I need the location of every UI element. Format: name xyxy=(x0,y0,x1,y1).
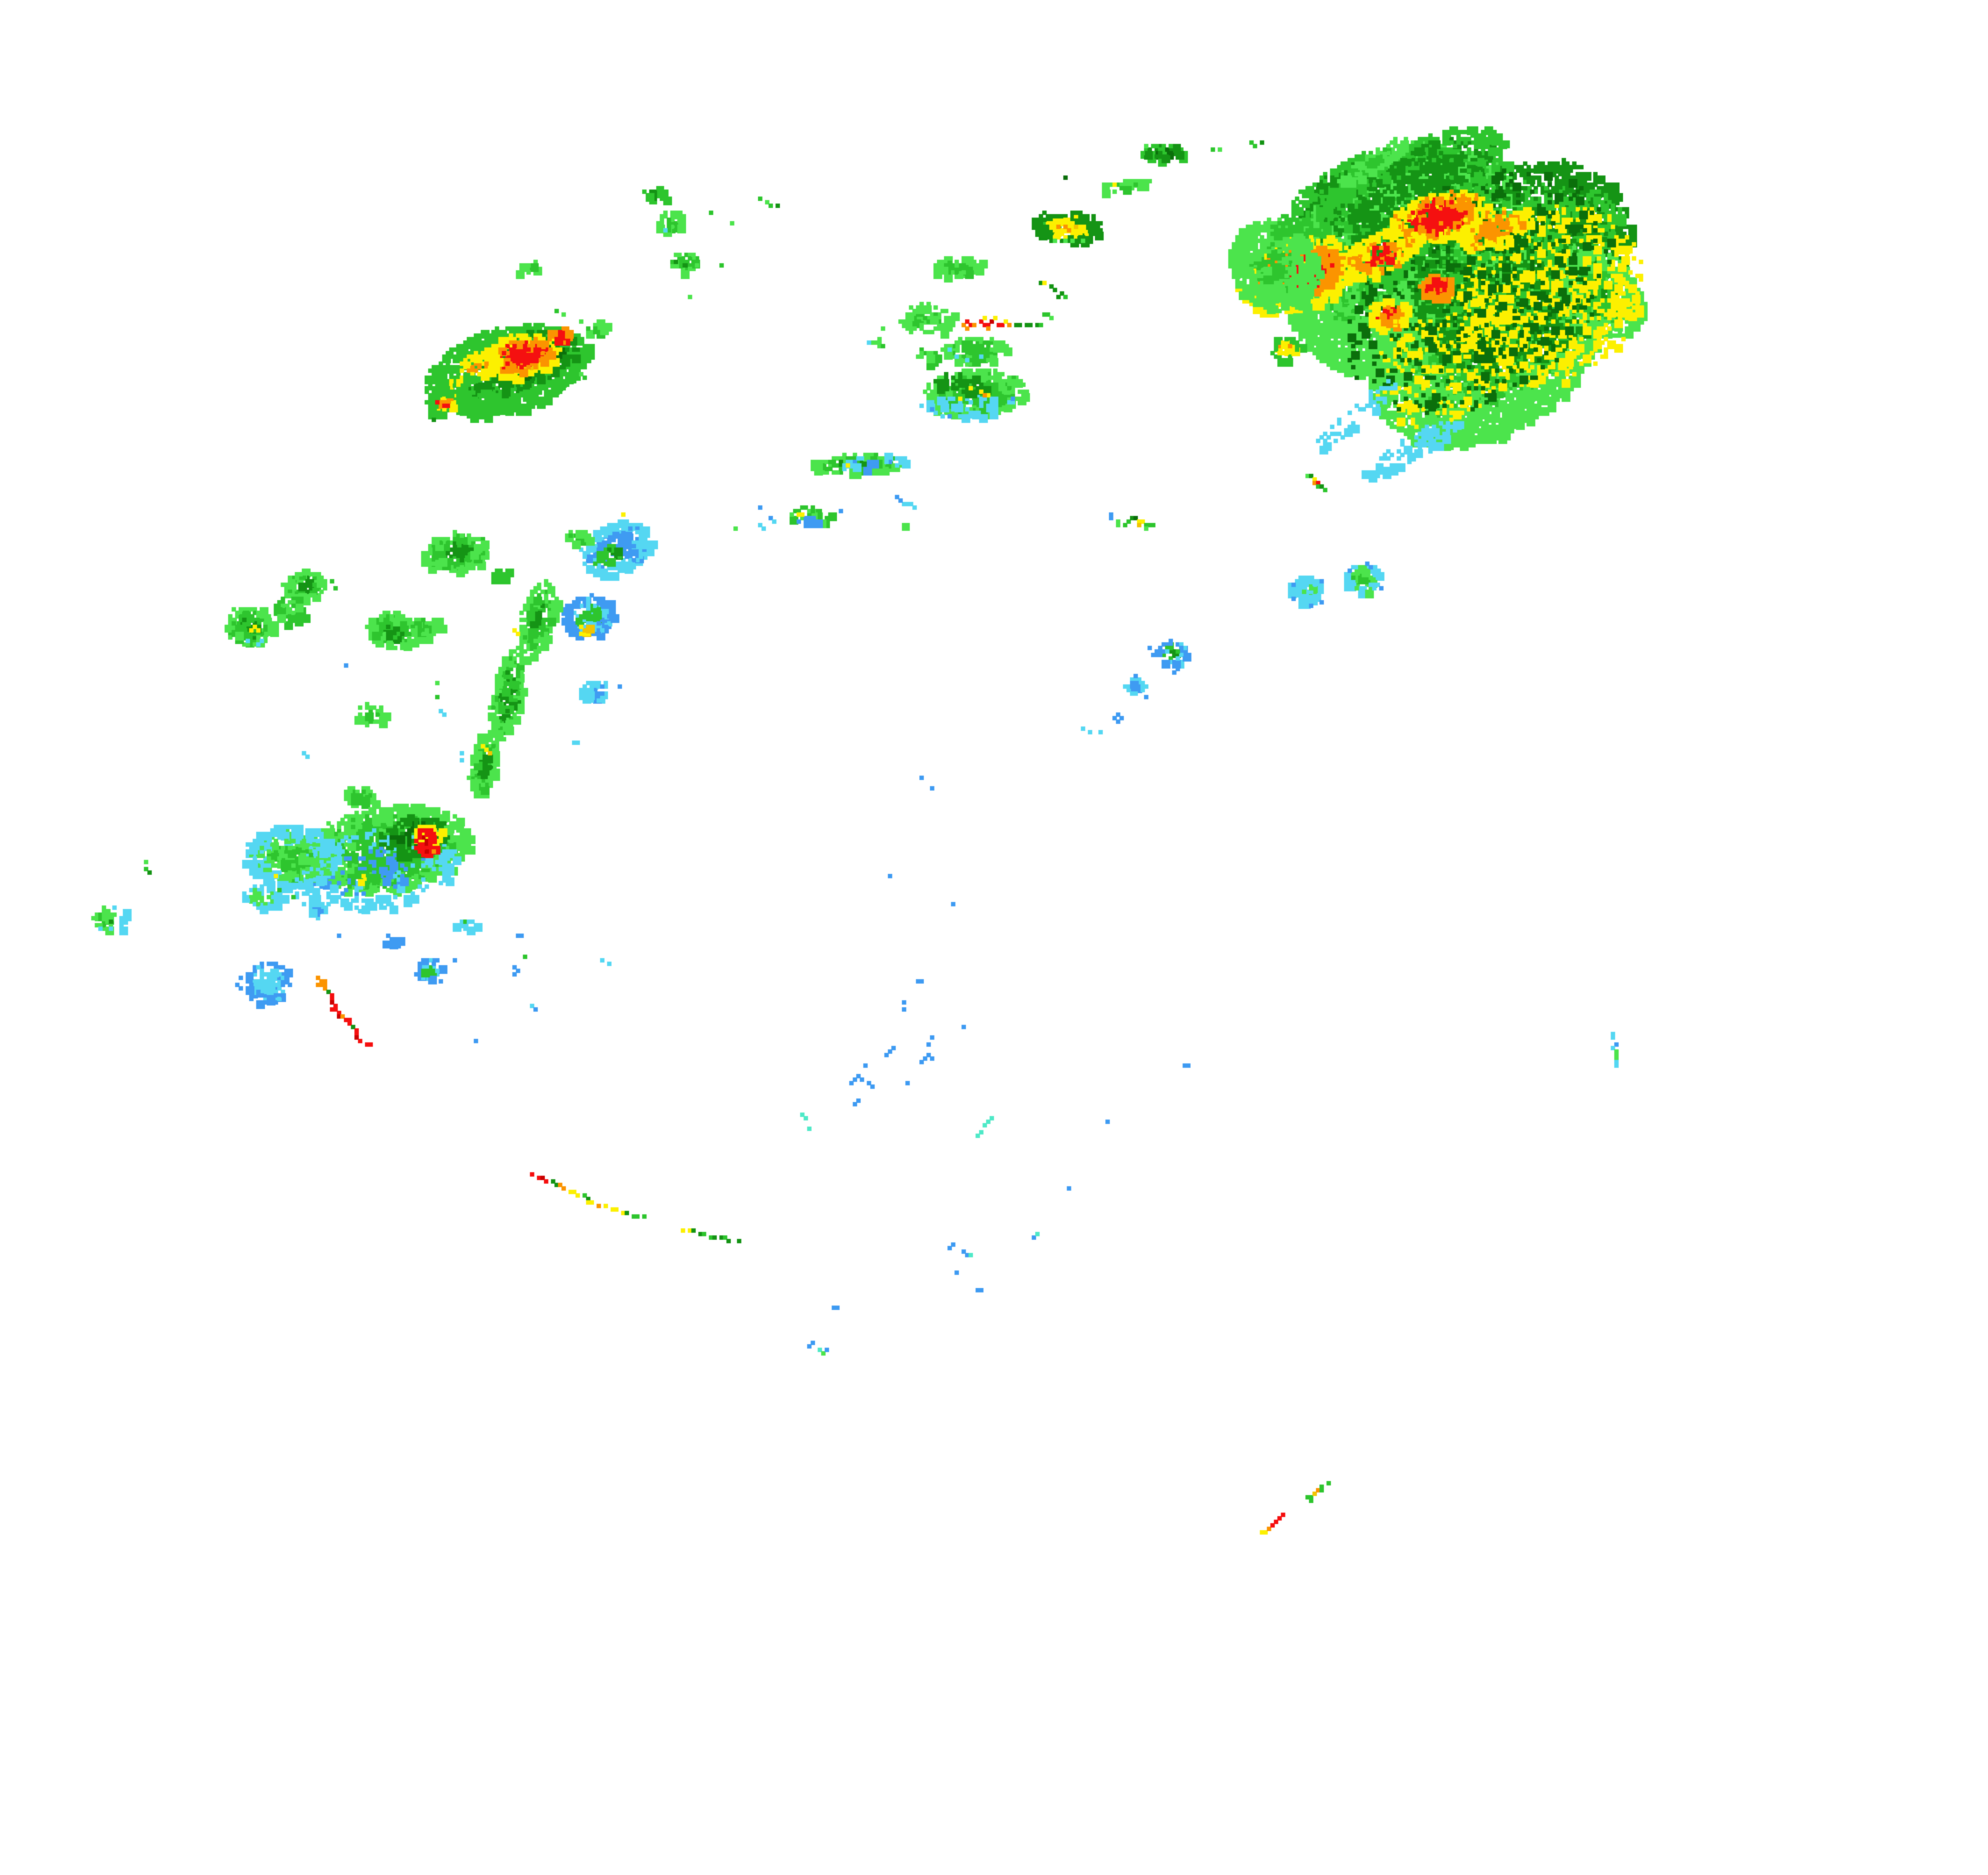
radar-display xyxy=(0,0,1988,1875)
radar-canvas xyxy=(0,0,1988,1875)
